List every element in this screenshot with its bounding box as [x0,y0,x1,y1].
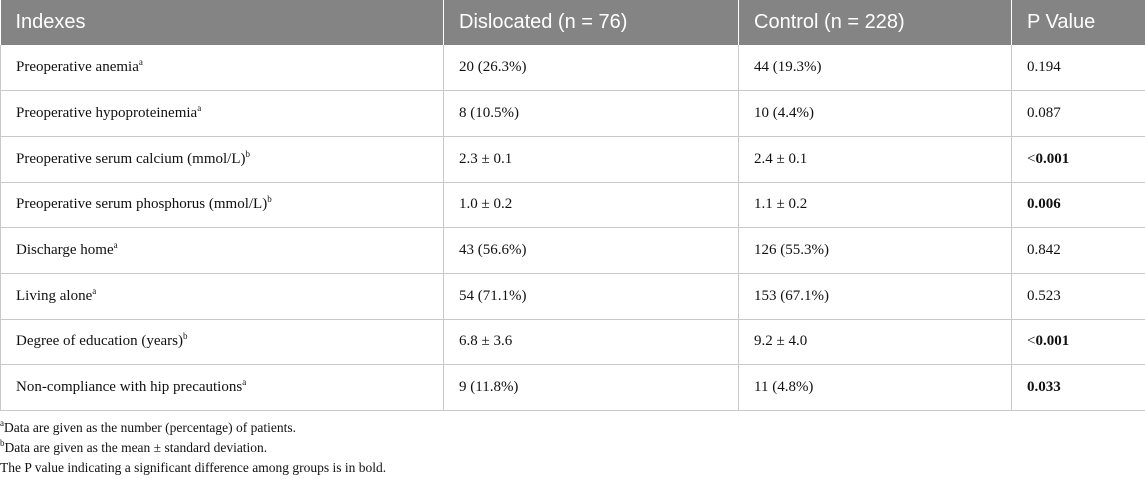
cell-index: Degree of education (years)b [0,319,444,366]
cell-dislocated: 54 (71.1%) [443,273,739,320]
cell-dislocated: 2.3 ± 0.1 [443,136,739,183]
table-row: Discharge homea 43 (56.6%) 126 (55.3%) 0… [0,227,1145,274]
cell-p-value: <0.001 [1011,319,1145,366]
footnote-a: aData are given as the number (percentag… [0,418,296,436]
header-indexes: Indexes [0,0,444,45]
cell-dislocated: 9 (11.8%) [443,364,739,411]
footnote-bold-note: The P value indicating a significant dif… [0,460,387,475]
results-table: Indexes Dislocated (n = 76) Control (n =… [0,0,1145,411]
cell-dislocated: 20 (26.3%) [443,45,739,92]
cell-p-value: 0.523 [1011,273,1145,320]
table-row: Non-compliance with hip precautionsa 9 (… [0,364,1145,411]
table-row: Degree of education (years)b 6.8 ± 3.6 9… [0,319,1145,366]
table-row: Preoperative serum calcium (mmol/L)b 2.3… [0,136,1145,183]
cell-p-value: 0.194 [1011,45,1145,92]
header-row: Indexes Dislocated (n = 76) Control (n =… [0,0,1145,45]
cell-control: 44 (19.3%) [738,45,1012,92]
cell-dislocated: 8 (10.5%) [443,90,739,137]
cell-dislocated: 1.0 ± 0.2 [443,182,739,229]
cell-dislocated: 6.8 ± 3.6 [443,319,739,366]
cell-control: 1.1 ± 0.2 [738,182,1012,229]
header-control: Control (n = 228) [738,0,1012,45]
cell-p-value: 0.006 [1011,182,1145,229]
cell-control: 10 (4.4%) [738,90,1012,137]
cell-index: Preoperative anemiaa [0,45,444,92]
cell-index: Non-compliance with hip precautionsa [0,364,444,411]
cell-p-value: 0.087 [1011,90,1145,137]
cell-p-value: 0.033 [1011,364,1145,411]
cell-index: Preoperative serum phosphorus (mmol/L)b [0,182,444,229]
cell-control: 9.2 ± 4.0 [738,319,1012,366]
cell-control: 153 (67.1%) [738,273,1012,320]
cell-p-value: <0.001 [1011,136,1145,183]
table-row: Preoperative serum phosphorus (mmol/L)b … [0,182,1145,229]
header-p-value: P Value [1011,0,1145,45]
cell-dislocated: 43 (56.6%) [443,227,739,274]
header-dislocated: Dislocated (n = 76) [443,0,739,45]
table-footnotes: aData are given as the number (percentag… [0,418,386,478]
footnote-b: bData are given as the mean ± standard d… [0,438,268,456]
table-row: Living alonea 54 (71.1%) 153 (67.1%) 0.5… [0,273,1145,320]
table-row: Preoperative anemiaa 20 (26.3%) 44 (19.3… [0,45,1145,92]
cell-control: 11 (4.8%) [738,364,1012,411]
cell-control: 126 (55.3%) [738,227,1012,274]
cell-index: Discharge homea [0,227,444,274]
cell-control: 2.4 ± 0.1 [738,136,1012,183]
cell-index: Living alonea [0,273,444,320]
cell-index: Preoperative hypoproteinemiaa [0,90,444,137]
cell-index: Preoperative serum calcium (mmol/L)b [0,136,444,183]
table-row: Preoperative hypoproteinemiaa 8 (10.5%) … [0,90,1145,137]
cell-p-value: 0.842 [1011,227,1145,274]
